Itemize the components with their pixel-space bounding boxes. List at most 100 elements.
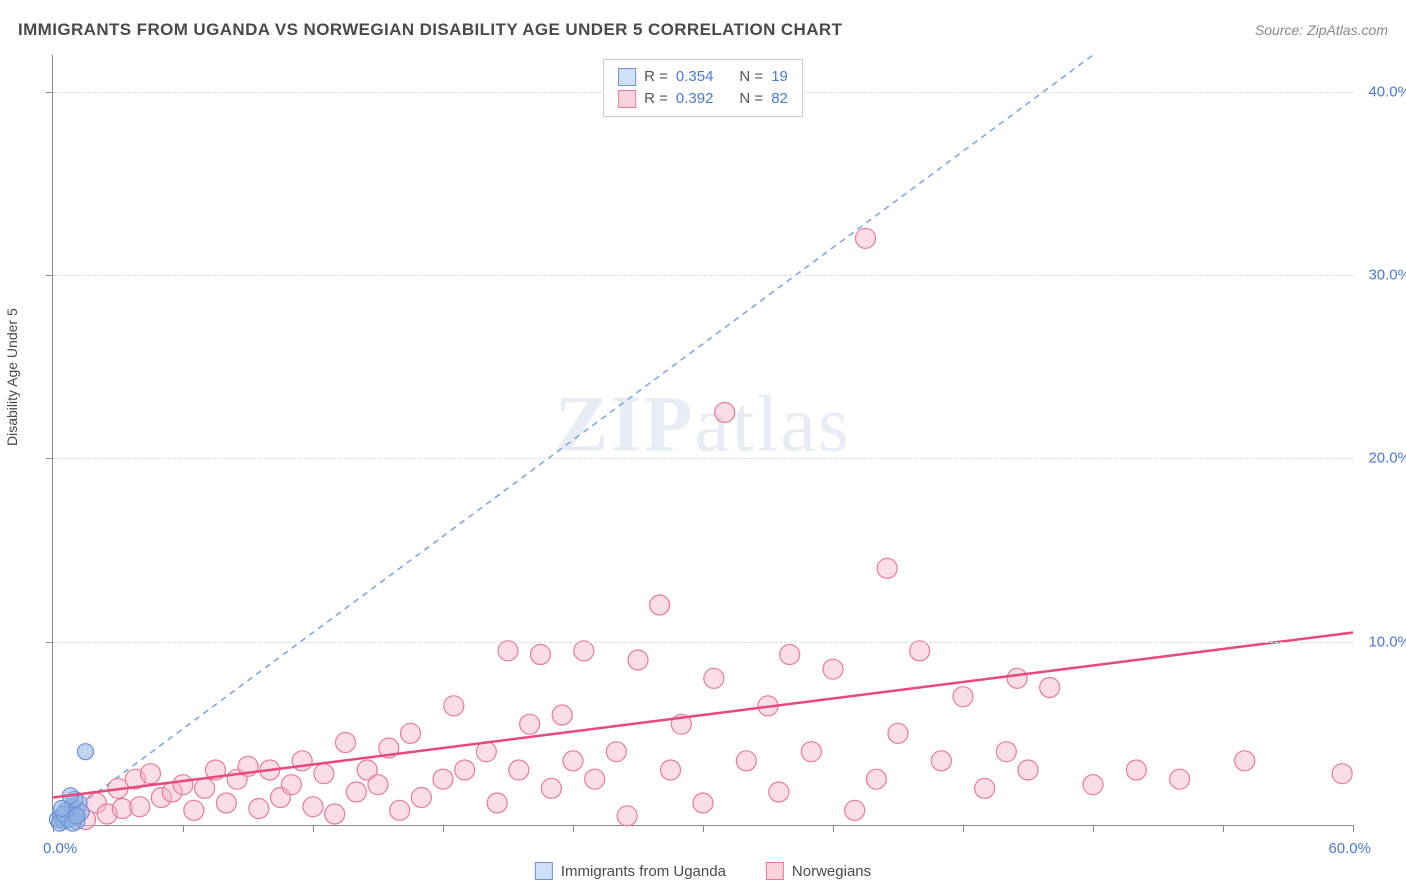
legend-swatch-pink (766, 862, 784, 880)
ytick (46, 458, 53, 459)
scatter-point-norwegians (823, 659, 843, 679)
scatter-point-norwegians (910, 641, 930, 661)
ytick-label: 40.0% (1368, 83, 1406, 100)
scatter-point-norwegians (487, 793, 507, 813)
scatter-point-norwegians (996, 742, 1016, 762)
scatter-point-norwegians (736, 751, 756, 771)
chart-title: IMMIGRANTS FROM UGANDA VS NORWEGIAN DISA… (18, 20, 842, 40)
scatter-point-norwegians (628, 650, 648, 670)
scatter-point-norwegians (617, 806, 637, 826)
scatter-point-norwegians (953, 687, 973, 707)
origin-label: 0.0% (43, 840, 77, 857)
scatter-point-norwegians (715, 403, 735, 423)
gridline (53, 458, 1353, 459)
ytick-label: 30.0% (1368, 267, 1406, 284)
legend-label: Immigrants from Uganda (561, 863, 726, 880)
scatter-point-norwegians (216, 793, 236, 813)
legend-series: Immigrants from Uganda Norwegians (535, 862, 871, 880)
legend-stats-row: R = 0.392 N = 82 (618, 88, 788, 110)
scatter-point-norwegians (877, 558, 897, 578)
scatter-point-norwegians (325, 804, 345, 824)
scatter-point-norwegians (1018, 760, 1038, 780)
xtick (573, 825, 574, 832)
scatter-point-norwegians (856, 228, 876, 248)
scatter-point-norwegians (769, 782, 789, 802)
scatter-point-norwegians (866, 769, 886, 789)
trend-line (53, 633, 1353, 798)
xtick (1353, 825, 1354, 832)
scatter-point-norwegians (184, 800, 204, 820)
xtick (183, 825, 184, 832)
xtick (833, 825, 834, 832)
scatter-point-norwegians (606, 742, 626, 762)
scatter-point-norwegians (931, 751, 951, 771)
legend-label: Norwegians (792, 863, 871, 880)
xmax-label: 60.0% (1328, 840, 1371, 857)
reference-line (53, 55, 1093, 825)
scatter-point-norwegians (141, 764, 161, 784)
ytick (46, 92, 53, 93)
scatter-point-norwegians (552, 705, 572, 725)
scatter-point-norwegians (975, 778, 995, 798)
ytick (46, 642, 53, 643)
scatter-point-norwegians (888, 723, 908, 743)
scatter-point-norwegians (476, 742, 496, 762)
scatter-point-norwegians (574, 641, 594, 661)
scatter-point-norwegians (1332, 764, 1352, 784)
scatter-point-norwegians (336, 733, 356, 753)
legend-stats-row: R = 0.354 N = 19 (618, 66, 788, 88)
scatter-point-norwegians (693, 793, 713, 813)
scatter-point-norwegians (585, 769, 605, 789)
scatter-point-norwegians (498, 641, 518, 661)
scatter-point-norwegians (801, 742, 821, 762)
ytick-label: 20.0% (1368, 450, 1406, 467)
legend-r-value: 0.354 (676, 66, 714, 88)
legend-item: Norwegians (766, 862, 871, 880)
scatter-point-norwegians (455, 760, 475, 780)
y-axis-title: Disability Age Under 5 (4, 308, 20, 446)
plot-area: ZIPatlas R = 0.354 N = 19 R = 0.392 N = … (52, 55, 1353, 826)
scatter-point-norwegians (1007, 668, 1027, 688)
scatter-point-norwegians (173, 775, 193, 795)
scatter-point-norwegians (1235, 751, 1255, 771)
legend-n-value: 82 (771, 88, 788, 110)
scatter-point-norwegians (541, 778, 561, 798)
scatter-point-norwegians (130, 797, 150, 817)
legend-swatch-blue (618, 68, 636, 86)
scatter-point-norwegians (1126, 760, 1146, 780)
scatter-point-norwegians (563, 751, 583, 771)
source-label: Source: ZipAtlas.com (1255, 22, 1388, 38)
scatter-point-norwegians (704, 668, 724, 688)
legend-r-label: R = (644, 66, 668, 88)
legend-stats: R = 0.354 N = 19 R = 0.392 N = 82 (603, 59, 803, 117)
scatter-point-norwegians (780, 645, 800, 665)
xtick (1223, 825, 1224, 832)
scatter-point-uganda (69, 808, 85, 824)
ytick-label: 10.0% (1368, 633, 1406, 650)
gridline (53, 642, 1353, 643)
scatter-point-norwegians (433, 769, 453, 789)
xtick (703, 825, 704, 832)
scatter-point-norwegians (845, 800, 865, 820)
scatter-point-norwegians (1083, 775, 1103, 795)
legend-item: Immigrants from Uganda (535, 862, 726, 880)
scatter-point-norwegians (281, 775, 301, 795)
scatter-point-norwegians (411, 788, 431, 808)
gridline (53, 275, 1353, 276)
scatter-point-norwegians (444, 696, 464, 716)
chart-svg (53, 55, 1353, 825)
scatter-point-norwegians (390, 800, 410, 820)
scatter-point-norwegians (195, 778, 215, 798)
scatter-point-norwegians (1040, 678, 1060, 698)
legend-r-value: 0.392 (676, 88, 714, 110)
scatter-point-norwegians (520, 714, 540, 734)
xtick (53, 825, 54, 832)
scatter-point-norwegians (303, 797, 323, 817)
scatter-point-norwegians (401, 723, 421, 743)
ytick (46, 275, 53, 276)
legend-n-label: N = (739, 88, 763, 110)
legend-swatch-pink (618, 90, 636, 108)
scatter-point-norwegians (249, 799, 269, 819)
scatter-point-norwegians (650, 595, 670, 615)
scatter-point-norwegians (509, 760, 529, 780)
